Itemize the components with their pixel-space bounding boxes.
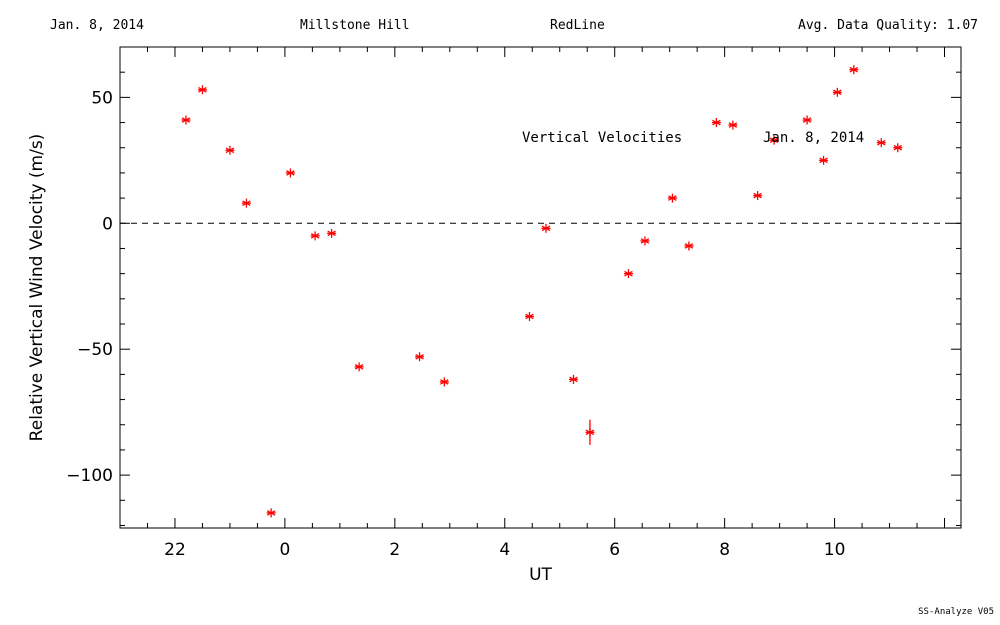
data-point (568, 374, 578, 384)
data-point (285, 168, 295, 178)
data-point (667, 193, 677, 203)
data-point (310, 231, 320, 241)
data-point (181, 115, 191, 125)
data-point (819, 155, 829, 165)
chart-title: Vertical Velocities (522, 130, 682, 146)
data-point (802, 115, 812, 125)
data-point (728, 120, 738, 130)
x-tick-label: 22 (164, 540, 186, 560)
y-tick-label: 0 (102, 214, 113, 234)
header-quality: Avg. Data Quality: 1.07 (798, 18, 979, 33)
y-tick-label: −100 (66, 466, 113, 486)
software-version: SS-Analyze V05 (918, 607, 994, 617)
header-channel: RedLine (550, 18, 605, 33)
data-point (354, 362, 364, 372)
y-tick-label: 50 (91, 88, 113, 108)
data-point (640, 236, 650, 246)
x-tick-label: 8 (719, 540, 730, 560)
header-date: Jan. 8, 2014 (50, 18, 144, 33)
chart-date-annotation: Jan. 8, 2014 (763, 130, 864, 146)
data-point (893, 143, 903, 153)
data-point (439, 377, 449, 387)
data-point (266, 508, 276, 518)
data-point (623, 269, 633, 279)
data-point (876, 138, 886, 148)
data-point (769, 135, 779, 145)
data-point (225, 145, 235, 155)
x-tick-label: 6 (609, 540, 620, 560)
x-tick-label: 4 (499, 540, 510, 560)
x-axis-label: UT (529, 565, 552, 585)
data-point (327, 228, 337, 238)
y-tick-label: −50 (77, 340, 113, 360)
data-point (849, 65, 859, 75)
data-point (585, 419, 595, 445)
data-point (684, 241, 694, 251)
data-point (241, 198, 251, 208)
data-point (525, 311, 535, 321)
x-tick-label: 0 (279, 540, 290, 560)
data-point (753, 191, 763, 201)
data-point (197, 85, 207, 95)
data-point (541, 223, 551, 233)
plot-frame (119, 46, 962, 529)
data-points (181, 65, 903, 518)
y-axis-ticks: 50 0 −50 −100 (66, 46, 961, 526)
x-tick-label: 2 (389, 540, 400, 560)
data-point (415, 352, 425, 362)
x-axis-ticks: 22 0 2 4 6 8 10 (146, 47, 946, 560)
y-axis-label: Relative Vertical Wind Velocity (m/s) (27, 134, 47, 442)
header-site: Millstone Hill (300, 18, 410, 33)
data-point (711, 118, 721, 128)
x-tick-label: 10 (824, 540, 846, 560)
data-point (832, 87, 842, 97)
